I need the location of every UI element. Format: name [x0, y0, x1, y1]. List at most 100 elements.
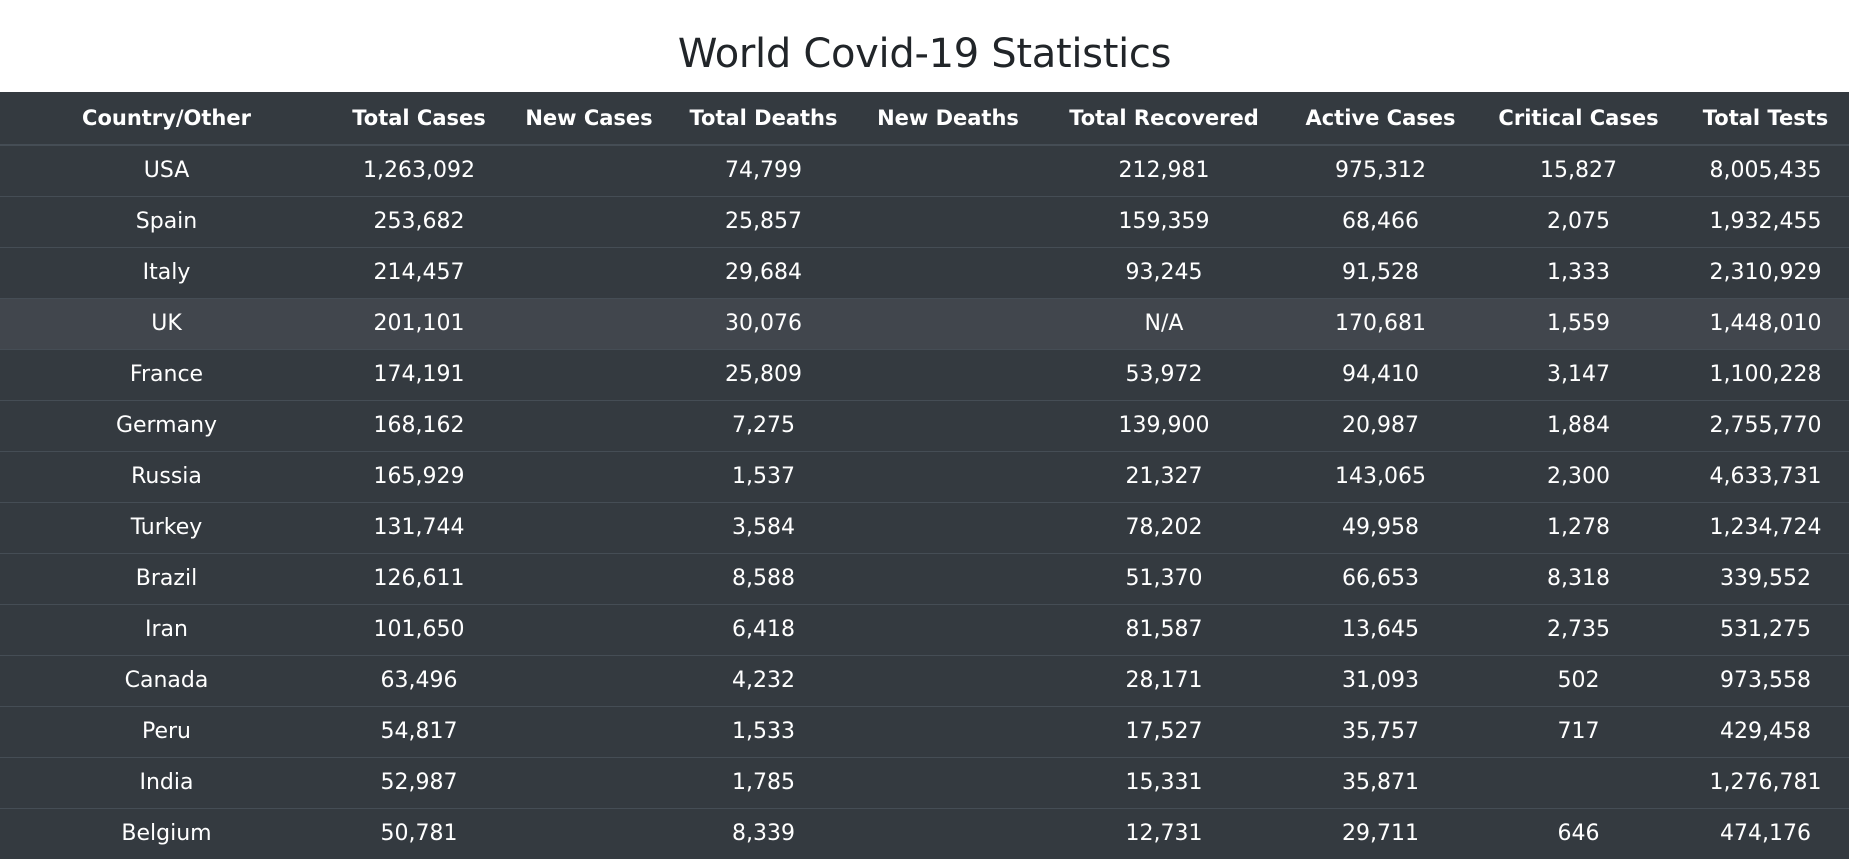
cell-total-recovered: 15,331: [1042, 756, 1286, 808]
cell-active-cases: 20,987: [1286, 399, 1475, 451]
cell-active-cases: 35,757: [1286, 705, 1475, 757]
cell-new-cases: [505, 450, 673, 502]
cell-country: Germany: [0, 399, 333, 451]
cell-country: Peru: [0, 705, 333, 757]
cell-total-deaths: 6,418: [673, 603, 854, 655]
cell-new-cases: [505, 756, 673, 808]
cell-total-recovered: N/A: [1042, 297, 1286, 349]
cell-new-deaths: [854, 552, 1042, 604]
cell-active-cases: 66,653: [1286, 552, 1475, 604]
cell-new-cases: [505, 246, 673, 298]
cell-critical-cases: 2,735: [1475, 603, 1682, 655]
cell-new-cases: [505, 552, 673, 604]
cell-total-cases: 63,496: [333, 654, 505, 706]
cell-new-deaths: [854, 450, 1042, 502]
cell-active-cases: 13,645: [1286, 603, 1475, 655]
cell-total-cases: 201,101: [333, 297, 505, 349]
cell-country: Russia: [0, 450, 333, 502]
column-header-new-cases: New Cases: [505, 92, 673, 146]
column-header-total-tests: Total Tests: [1682, 92, 1849, 146]
cell-total-tests: 531,275: [1682, 603, 1849, 655]
cell-country: India: [0, 756, 333, 808]
cell-total-deaths: 1,533: [673, 705, 854, 757]
cell-total-recovered: 17,527: [1042, 705, 1286, 757]
cell-total-deaths: 74,799: [673, 144, 854, 196]
cell-total-tests: 339,552: [1682, 552, 1849, 604]
cell-new-deaths: [854, 399, 1042, 451]
cell-new-cases: [505, 195, 673, 247]
cell-country: UK: [0, 297, 333, 349]
cell-active-cases: 49,958: [1286, 501, 1475, 553]
cell-new-cases: [505, 348, 673, 400]
cell-country: Belgium: [0, 807, 333, 859]
cell-active-cases: 143,065: [1286, 450, 1475, 502]
cell-total-tests: 474,176: [1682, 807, 1849, 859]
cell-new-deaths: [854, 603, 1042, 655]
cell-total-deaths: 1,785: [673, 756, 854, 808]
table-row: Italy 214,457 29,684 93,245 91,528 1,333 2,310…: [0, 246, 1849, 298]
cell-total-deaths: 25,809: [673, 348, 854, 400]
cell-total-tests: 1,276,781: [1682, 756, 1849, 808]
cell-total-cases: 168,162: [333, 399, 505, 451]
column-header-total-cases: Total Cases: [333, 92, 505, 146]
cell-total-cases: 101,650: [333, 603, 505, 655]
cell-total-tests: 973,558: [1682, 654, 1849, 706]
cell-country: Italy: [0, 246, 333, 298]
cell-total-recovered: 78,202: [1042, 501, 1286, 553]
cell-total-tests: 1,234,724: [1682, 501, 1849, 553]
cell-total-cases: 126,611: [333, 552, 505, 604]
cell-country: Canada: [0, 654, 333, 706]
cell-total-deaths: 25,857: [673, 195, 854, 247]
table-body: USA 1,263,092 74,799 212,981 975,312 15,827 8,…: [0, 144, 1849, 859]
table-header-row: Country/Other Total Cases New Cases Total D…: [0, 92, 1849, 146]
cell-country: Brazil: [0, 552, 333, 604]
cell-total-tests: 1,932,455: [1682, 195, 1849, 247]
cell-new-deaths: [854, 756, 1042, 808]
cell-critical-cases: 1,278: [1475, 501, 1682, 553]
cell-new-cases: [505, 144, 673, 196]
cell-total-deaths: 29,684: [673, 246, 854, 298]
cell-total-recovered: 159,359: [1042, 195, 1286, 247]
cell-total-recovered: 28,171: [1042, 654, 1286, 706]
cell-critical-cases: 1,884: [1475, 399, 1682, 451]
cell-total-tests: 429,458: [1682, 705, 1849, 757]
cell-new-deaths: [854, 705, 1042, 757]
cell-total-cases: 165,929: [333, 450, 505, 502]
cell-active-cases: 94,410: [1286, 348, 1475, 400]
column-header-total-recovered: Total Recovered: [1042, 92, 1286, 146]
cell-active-cases: 170,681: [1286, 297, 1475, 349]
cell-active-cases: 31,093: [1286, 654, 1475, 706]
cell-new-cases: [505, 297, 673, 349]
cell-critical-cases: 502: [1475, 654, 1682, 706]
cell-new-deaths: [854, 654, 1042, 706]
cell-new-deaths: [854, 807, 1042, 859]
table-row: Iran 101,650 6,418 81,587 13,645 2,735 531,275: [0, 603, 1849, 655]
cell-total-recovered: 139,900: [1042, 399, 1286, 451]
column-header-new-deaths: New Deaths: [854, 92, 1042, 146]
cell-total-cases: 54,817: [333, 705, 505, 757]
table-row: France 174,191 25,809 53,972 94,410 3,147 1,10…: [0, 348, 1849, 400]
table-row: Belgium 50,781 8,339 12,731 29,711 646 474,176: [0, 807, 1849, 859]
cell-new-deaths: [854, 195, 1042, 247]
cell-active-cases: 35,871: [1286, 756, 1475, 808]
cell-total-recovered: 53,972: [1042, 348, 1286, 400]
cell-total-recovered: 12,731: [1042, 807, 1286, 859]
column-header-country: Country/Other: [0, 92, 333, 146]
cell-active-cases: 91,528: [1286, 246, 1475, 298]
cell-new-deaths: [854, 297, 1042, 349]
cell-critical-cases: 8,318: [1475, 552, 1682, 604]
cell-total-deaths: 3,584: [673, 501, 854, 553]
table-row: Brazil 126,611 8,588 51,370 66,653 8,318 339,5…: [0, 552, 1849, 604]
cell-country: Spain: [0, 195, 333, 247]
cell-critical-cases: [1475, 756, 1682, 808]
table-row: Germany 168,162 7,275 139,900 20,987 1,884 2,7…: [0, 399, 1849, 451]
cell-country: Iran: [0, 603, 333, 655]
cell-total-recovered: 212,981: [1042, 144, 1286, 196]
cell-total-cases: 214,457: [333, 246, 505, 298]
cell-new-deaths: [854, 501, 1042, 553]
column-header-active-cases: Active Cases: [1286, 92, 1475, 146]
cell-critical-cases: 2,300: [1475, 450, 1682, 502]
cell-critical-cases: 1,333: [1475, 246, 1682, 298]
cell-critical-cases: 3,147: [1475, 348, 1682, 400]
table-row: UK 201,101 30,076 N/A 170,681 1,559 1,448,010: [0, 297, 1849, 349]
